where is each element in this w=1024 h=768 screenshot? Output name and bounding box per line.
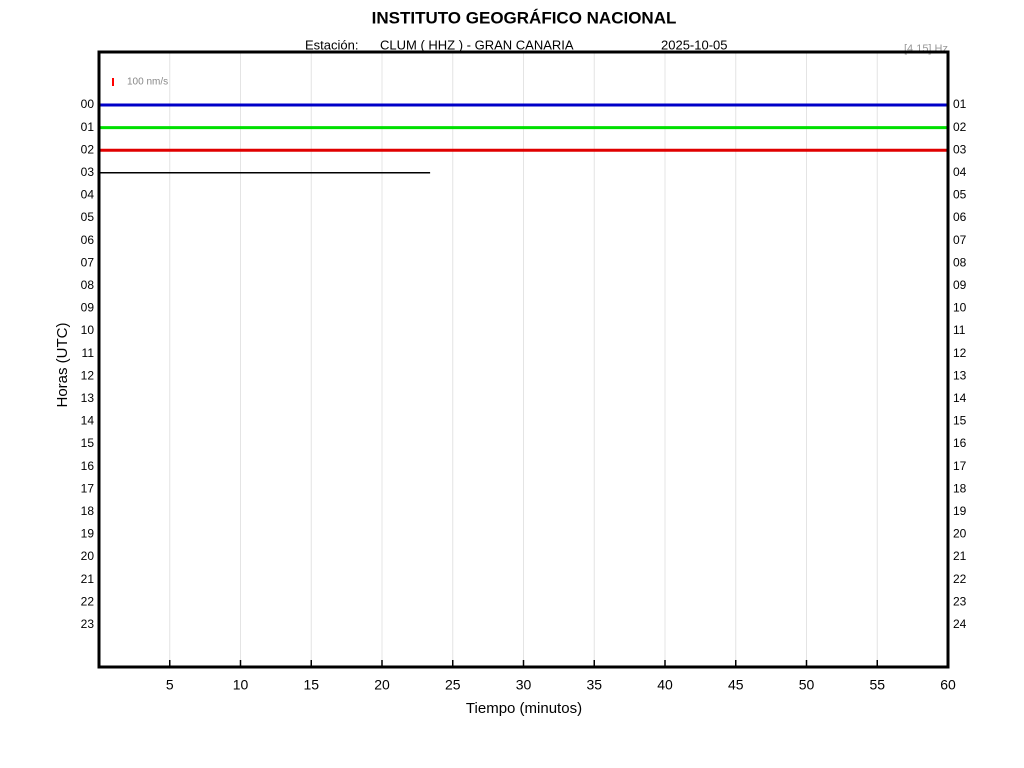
x-tick-label: 55: [869, 677, 885, 693]
hour-label-left: 17: [81, 481, 95, 495]
hour-label-left: 00: [81, 97, 95, 111]
hour-label-right: 11: [953, 323, 966, 337]
hour-label-right: 02: [953, 120, 967, 134]
x-tick-label: 5: [166, 677, 174, 693]
x-tick-label: 35: [586, 677, 602, 693]
hour-label-left: 05: [81, 210, 95, 224]
hour-label-left: 15: [81, 436, 95, 450]
hour-label-right: 12: [953, 346, 967, 360]
hour-label-left: 10: [81, 323, 95, 337]
hour-label-right: 22: [953, 572, 967, 586]
hour-label-left: 09: [81, 301, 95, 315]
hour-label-left: 19: [81, 527, 95, 541]
scale-bar: [112, 78, 114, 86]
hour-label-right: 13: [953, 368, 967, 382]
x-tick-label: 50: [799, 677, 815, 693]
date: 2025-10-05: [661, 37, 728, 52]
chart-title: INSTITUTO GEOGRÁFICO NACIONAL: [372, 8, 677, 27]
hour-label-right: 03: [953, 142, 967, 156]
hour-label-left: 12: [81, 368, 95, 382]
x-tick-label: 45: [728, 677, 744, 693]
hour-label-right: 23: [953, 594, 967, 608]
x-tick-label: 10: [233, 677, 249, 693]
hour-label-right: 17: [953, 459, 967, 473]
hour-label-left: 03: [81, 165, 95, 179]
hour-label-left: 13: [81, 391, 95, 405]
hour-label-left: 01: [81, 120, 95, 134]
y-axis-label: Horas (UTC): [54, 322, 71, 407]
x-tick-label: 15: [303, 677, 319, 693]
x-tick-label: 30: [516, 677, 532, 693]
x-tick-label: 25: [445, 677, 461, 693]
hour-label-left: 18: [81, 504, 95, 518]
hour-label-right: 01: [953, 97, 967, 111]
hour-label-right: 18: [953, 481, 967, 495]
hour-label-left: 11: [82, 346, 95, 360]
hour-label-left: 23: [81, 617, 95, 631]
hour-label-right: 06: [953, 210, 967, 224]
hour-label-right: 08: [953, 255, 967, 269]
hour-label-right: 09: [953, 278, 967, 292]
hour-label-left: 06: [81, 233, 95, 247]
x-tick-label: 60: [940, 677, 956, 693]
station-label: Estación:: [305, 37, 358, 52]
hour-label-right: 20: [953, 527, 967, 541]
hour-label-right: 15: [953, 414, 967, 428]
hour-label-right: 07: [953, 233, 967, 247]
hour-label-left: 07: [81, 255, 95, 269]
x-axis-label: Tiempo (minutos): [466, 700, 582, 717]
x-tick-label: 40: [657, 677, 673, 693]
station: CLUM ( HHZ ) - GRAN CANARIA: [380, 37, 574, 52]
hour-label-right: 24: [953, 617, 967, 631]
hour-label-left: 02: [81, 142, 95, 156]
scale-label: 100 nm/s: [127, 77, 168, 88]
hour-label-right: 21: [953, 549, 967, 563]
plot-frame: [97, 50, 950, 669]
hour-label-right: 04: [953, 165, 967, 179]
hour-label-left: 22: [81, 594, 95, 608]
hour-label-right: 19: [953, 504, 967, 518]
hour-label-right: 16: [953, 436, 967, 450]
hour-label-left: 20: [81, 549, 95, 563]
hour-label-left: 16: [81, 459, 95, 473]
hour-label-right: 10: [953, 301, 967, 315]
x-tick-label: 20: [374, 677, 390, 693]
hour-label-right: 14: [953, 391, 967, 405]
hour-label-left: 14: [81, 414, 95, 428]
hour-label-left: 04: [81, 188, 95, 202]
hour-label-left: 08: [81, 278, 95, 292]
hour-label-right: 05: [953, 188, 967, 202]
hour-label-left: 21: [81, 572, 95, 586]
